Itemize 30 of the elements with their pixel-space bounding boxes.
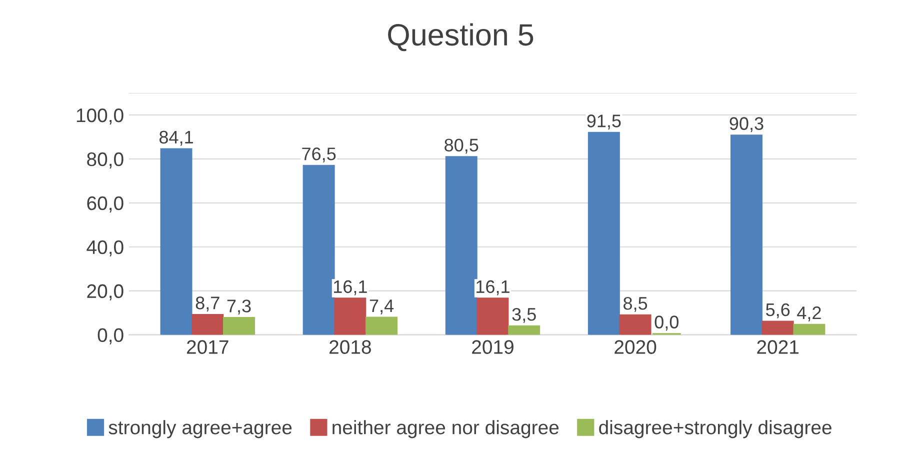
data-label: 84,1 [159,130,193,146]
y-tick-label: 60,0 [87,196,124,212]
x-tick-label: 2021 [757,340,799,354]
data-label: 5,6 [766,303,790,318]
data-label: 8,7 [196,296,220,312]
y-tick-label: 40,0 [86,240,124,256]
data-label: 16,1 [476,280,510,296]
data-label: 90,3 [730,117,764,132]
data-label: 8,5 [624,296,648,312]
legend-label: disagree+strongly disagree [599,420,832,438]
data-label: 16,1 [334,280,367,296]
x-tick-label: 2017 [186,340,228,354]
x-tick-label: 2019 [472,340,514,354]
data-label: 7,3 [227,300,251,315]
data-label: 76,5 [302,148,336,162]
y-tick-label: 20,0 [87,284,124,300]
chart-title: Question 5 [388,23,534,52]
legend-label: strongly agree+agree [108,420,292,438]
legend-label: neither agree nor disagree [332,420,559,438]
y-tick-label: 0,0 [98,328,124,344]
data-label: 0,0 [654,316,678,331]
y-tick-label: 80,0 [87,152,124,168]
y-tick-label: 100,0 [76,108,124,125]
data-label: 7,4 [370,300,394,314]
data-label: 3,5 [512,308,536,323]
x-tick-label: 2018 [330,340,371,354]
data-label: 80,5 [444,138,478,154]
x-tick-label: 2020 [614,340,656,354]
data-label: 4,2 [797,306,821,322]
data-label: 91,5 [587,114,621,130]
